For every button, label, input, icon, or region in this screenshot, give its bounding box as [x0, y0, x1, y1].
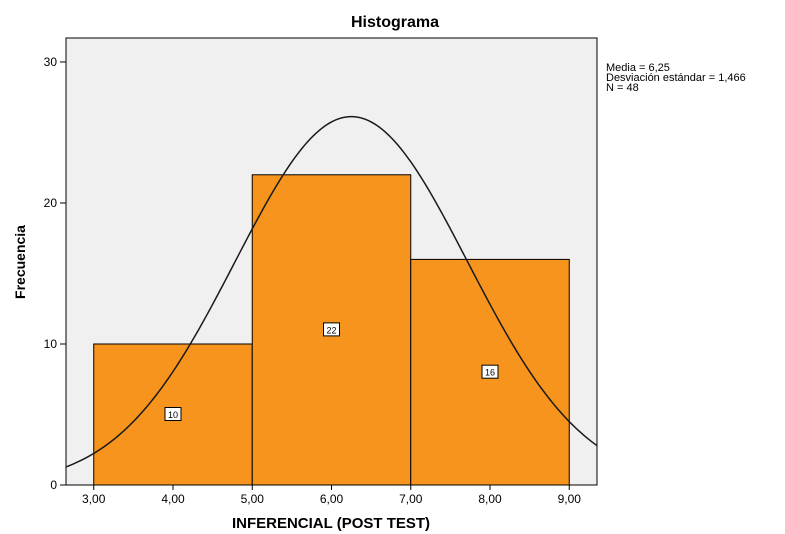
y-tick-label: 0	[50, 478, 57, 492]
bar-value-box	[481, 364, 499, 379]
bar-value-label: 16	[481, 364, 499, 379]
bar-value-label: 10	[164, 406, 182, 421]
y-tick-label: 30	[44, 55, 58, 69]
bar-value-box	[164, 406, 182, 421]
bar-labels-group: 10 22 16	[164, 322, 499, 421]
x-tick-label: 9,00	[558, 492, 582, 506]
bar-value-text: 16	[485, 368, 495, 378]
y-tick-label: 10	[44, 337, 58, 351]
x-tick-label: 8,00	[478, 492, 502, 506]
x-tick-label: 7,00	[399, 492, 423, 506]
y-axis: 0 10 20 30	[44, 55, 66, 492]
x-tick-label: 3,00	[82, 492, 106, 506]
bar-value-text: 22	[326, 325, 336, 335]
stats-line: Media = 6,25	[606, 62, 670, 74]
y-axis-title: Frecuencia	[12, 225, 28, 299]
chart-title: Histograma	[351, 14, 439, 31]
bar-value-box	[323, 322, 340, 337]
x-tick-label: 6,00	[320, 492, 344, 506]
y-tick-label: 20	[44, 196, 58, 210]
x-tick-label: 4,00	[161, 492, 185, 506]
bar-value-text: 10	[168, 410, 178, 420]
stats-line: Desviación estándar = 1,466	[606, 72, 746, 84]
x-axis-title: INFERENCIAL (POST TEST)	[232, 515, 430, 532]
normal-curve	[65, 115, 598, 468]
x-tick-label: 5,00	[241, 492, 265, 506]
bar-value-label: 22	[323, 322, 340, 337]
x-axis: 3,00 4,00 5,00 6,00 7,00 8,00 9,00	[82, 485, 581, 506]
stats-line: N = 48	[606, 82, 639, 94]
